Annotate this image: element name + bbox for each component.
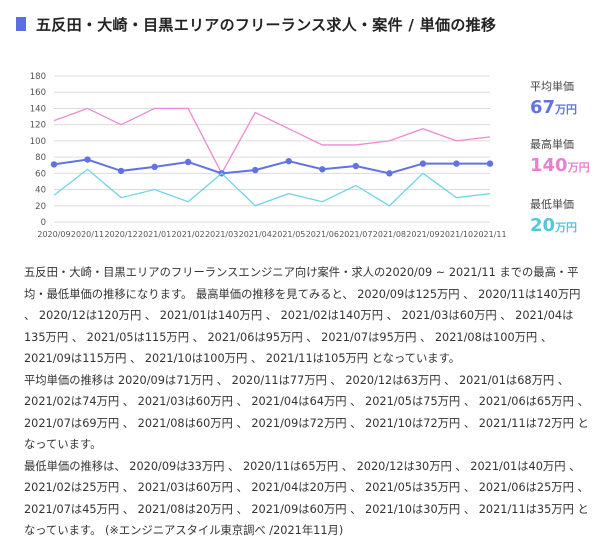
summary-average-value: 67 <box>530 97 556 118</box>
series-line-max <box>53 107 491 175</box>
summary-max-value-row: 140万円 <box>530 156 615 178</box>
page-header: 五反田・大崎・目黒エリアのフリーランス求人・案件 / 単価の推移 <box>16 14 496 34</box>
data-point-avg <box>352 162 360 170</box>
data-point-avg <box>419 160 427 167</box>
summary-min-value-row: 20万円 <box>530 216 615 238</box>
x-tick-label: 2021/11 <box>473 230 506 239</box>
data-point-avg <box>486 160 494 167</box>
page-title: 五反田・大崎・目黒エリアのフリーランス求人・案件 / 単価の推移 <box>36 15 497 34</box>
x-tick-label: 2020/11 <box>71 230 104 239</box>
y-tick-label: 180 <box>30 72 46 82</box>
header-accent-bar <box>16 17 26 31</box>
summary-min: 最低単価 20万円 <box>530 196 615 238</box>
summary-max-unit: 万円 <box>567 161 590 174</box>
description-min: 最低単価の推移は、 2020/09は33万円 、 2020/11は65万円 、 … <box>24 459 589 538</box>
data-point-avg <box>84 156 91 163</box>
data-point-avg <box>117 167 125 175</box>
summary-average: 平均単価 67万円 <box>530 78 615 120</box>
y-tick-label: 60 <box>35 169 46 179</box>
description-average: 平均単価の推移は 2020/09は71万円 、 2020/11は77万円 、 2… <box>24 373 589 452</box>
series-line-avg <box>53 158 490 175</box>
x-tick-label: 2020/09 <box>37 230 70 239</box>
summary-min-value: 20 <box>530 215 556 236</box>
description-max: 五反田・大崎・目黒エリアのフリーランスエンジニア向け案件・求人の2020/09 … <box>24 266 581 365</box>
x-tick-label: 2021/03 <box>205 230 238 239</box>
summary-max-value: 140 <box>530 155 568 176</box>
x-tick-label: 2021/05 <box>272 230 305 239</box>
summary-min-unit: 万円 <box>555 221 578 234</box>
y-tick-label: 20 <box>35 202 46 212</box>
x-tick-label: 2021/10 <box>440 230 473 239</box>
x-tick-label: 2021/02 <box>172 230 205 239</box>
summary-min-label: 最低単価 <box>530 198 574 211</box>
data-point-avg <box>252 166 259 174</box>
y-tick-label: 140 <box>30 104 46 114</box>
data-point-avg <box>50 161 58 168</box>
x-tick-label: 2021/08 <box>373 230 406 239</box>
x-tick-label: 2021/04 <box>239 230 272 239</box>
x-tick-label: 2021/09 <box>406 230 439 239</box>
y-tick-label: 80 <box>35 153 46 163</box>
data-point-avg <box>285 157 292 165</box>
data-point-avg <box>151 163 158 171</box>
summary-average-unit: 万円 <box>555 103 578 116</box>
x-tick-label: 2021/01 <box>138 230 171 239</box>
y-tick-label: 120 <box>30 121 46 131</box>
data-point-avg <box>386 170 393 177</box>
summary-average-label: 平均単価 <box>530 80 574 93</box>
x-tick-label: 2020/12 <box>104 230 137 239</box>
x-tick-label: 2021/06 <box>306 230 339 239</box>
description: 五反田・大崎・目黒エリアのフリーランスエンジニア向け案件・求人の2020/09 … <box>24 262 592 542</box>
summary-max: 最高単価 140万円 <box>530 136 615 178</box>
data-point-avg <box>319 166 326 173</box>
summary-max-label: 最高単価 <box>530 138 574 151</box>
data-point-avg <box>184 158 192 166</box>
x-tick-label: 2021/07 <box>339 230 372 239</box>
summary-average-value-row: 67万円 <box>530 98 615 120</box>
y-tick-label: 100 <box>30 137 46 147</box>
y-tick-label: 40 <box>35 186 46 196</box>
y-tick-label: 160 <box>30 88 46 98</box>
data-point-avg <box>453 160 460 167</box>
y-tick-label: 0 <box>41 218 46 228</box>
series-line-min <box>53 168 491 207</box>
